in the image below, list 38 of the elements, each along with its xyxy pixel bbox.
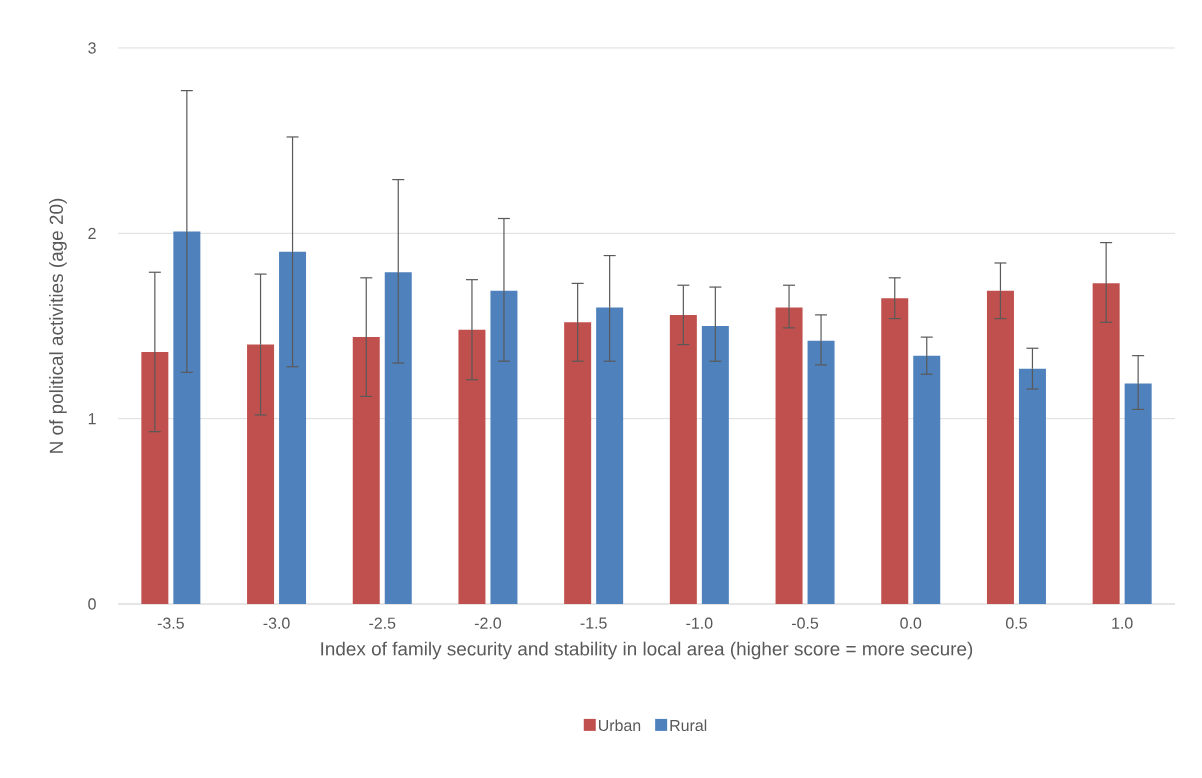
x-tick-label: 0.0	[900, 617, 922, 629]
x-tick-label: 0.5	[1005, 617, 1027, 629]
y-tick-label: 0	[88, 598, 96, 610]
legend-label: Rural	[670, 719, 707, 732]
legend-label: Urban	[598, 719, 641, 732]
bar	[913, 355, 941, 604]
bar	[352, 337, 380, 604]
y-tick-label: 3	[88, 42, 96, 54]
bar	[458, 329, 486, 604]
bar	[596, 307, 624, 604]
bar	[384, 272, 412, 604]
x-tick-label: -3.5	[157, 617, 184, 629]
bar	[564, 322, 592, 604]
bar	[775, 307, 803, 604]
x-tick-label: -3.0	[263, 617, 290, 629]
x-axis-title: Index of family security and stability in local area (higher score = more secure)	[321, 641, 973, 660]
bar	[1018, 368, 1046, 604]
bar	[986, 290, 1014, 604]
y-tick-label: 2	[88, 227, 96, 239]
bar	[247, 344, 275, 604]
x-tick-label: -1.5	[580, 617, 607, 629]
bar	[669, 314, 697, 604]
bar	[807, 340, 835, 604]
bar	[173, 231, 201, 604]
y-tick-label: 1	[88, 413, 96, 425]
bar	[1124, 383, 1152, 604]
bar	[881, 298, 909, 604]
bar	[141, 351, 169, 604]
x-tick-label: -0.5	[792, 617, 819, 629]
bar	[701, 326, 729, 604]
bar	[490, 290, 518, 604]
y-axis-title: N of political activities (age 20)	[49, 198, 67, 453]
x-tick-label: -2.0	[474, 617, 502, 629]
x-tick-label: -2.5	[369, 617, 396, 629]
bar	[1092, 283, 1120, 604]
x-tick-label: 1.0	[1112, 617, 1133, 629]
bar	[279, 251, 307, 604]
x-tick-label: -1.0	[686, 617, 713, 629]
